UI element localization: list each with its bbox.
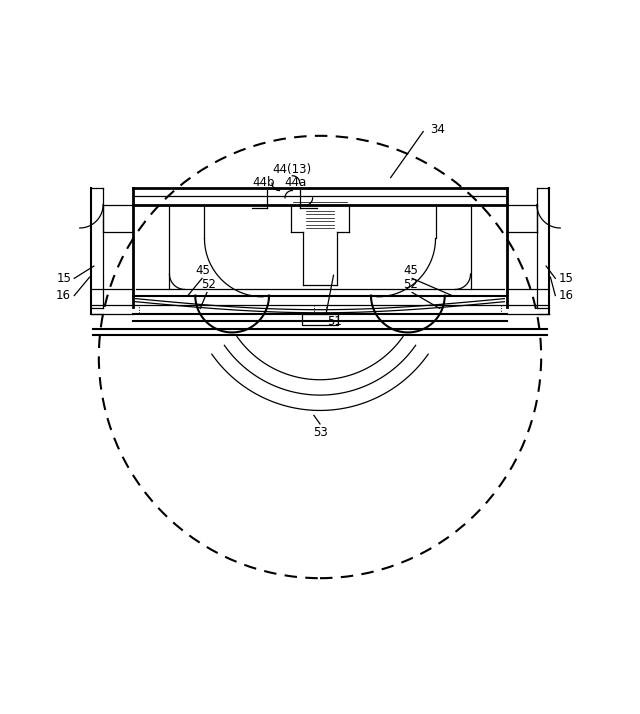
Bar — [326, 305, 501, 314]
Text: 45: 45 — [403, 264, 419, 277]
Text: 51: 51 — [328, 315, 342, 328]
Text: 15: 15 — [56, 272, 71, 285]
Text: 16: 16 — [558, 289, 573, 302]
Text: 34: 34 — [431, 124, 445, 136]
Text: 16: 16 — [56, 289, 71, 302]
Text: 15: 15 — [558, 272, 573, 285]
Text: 53: 53 — [312, 426, 328, 439]
Text: 44b: 44b — [252, 176, 275, 189]
Text: 44(13): 44(13) — [273, 163, 312, 176]
Bar — [139, 305, 314, 314]
Text: 52: 52 — [403, 278, 419, 291]
Text: 44a: 44a — [284, 176, 307, 189]
Text: 52: 52 — [201, 278, 216, 291]
Text: 45: 45 — [196, 264, 211, 277]
Bar — [301, 314, 339, 325]
